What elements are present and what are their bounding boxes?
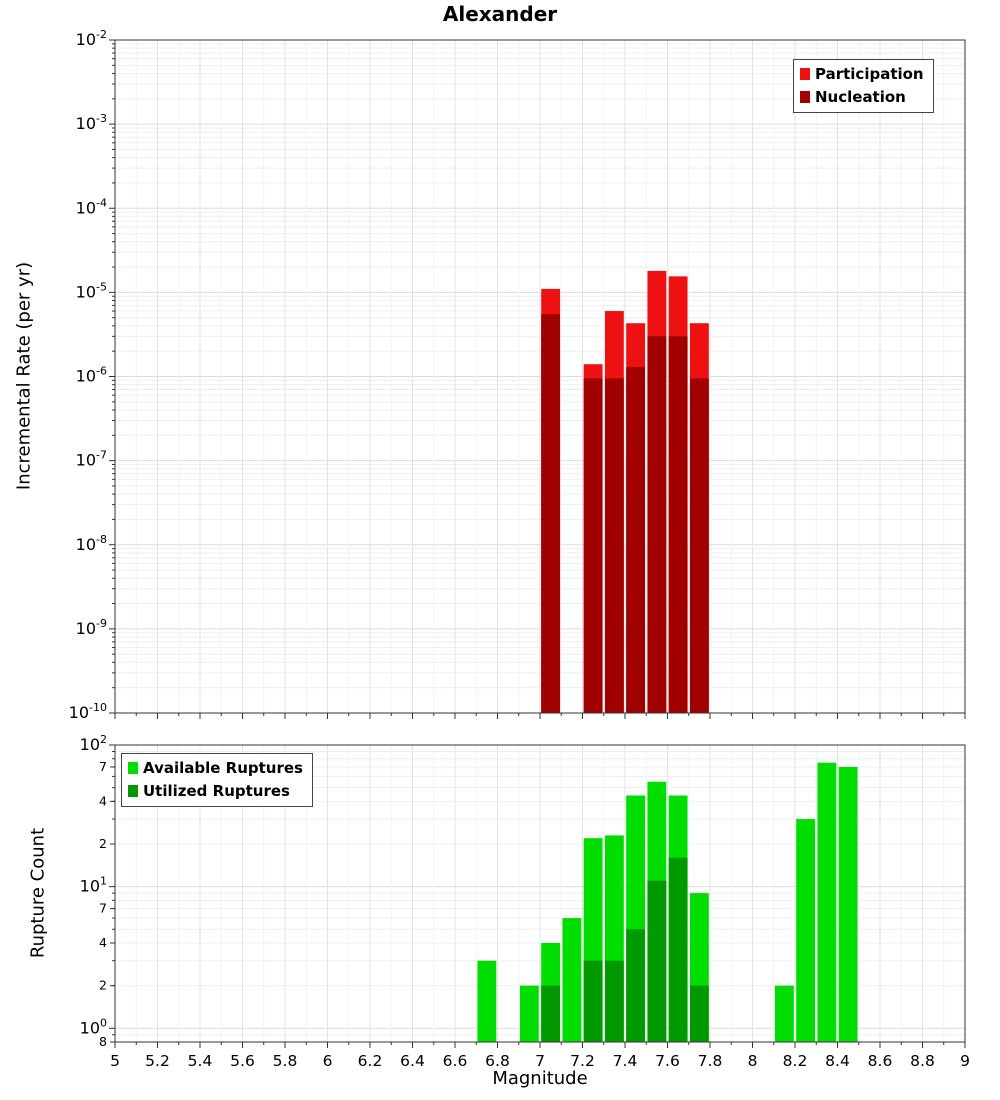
svg-text:6.8: 6.8 xyxy=(485,1052,510,1070)
svg-text:9: 9 xyxy=(960,1052,970,1070)
svg-text:5.8: 5.8 xyxy=(273,1052,298,1070)
svg-text:10-8: 10-8 xyxy=(76,533,107,554)
chart-title: Alexander xyxy=(442,2,558,26)
svg-text:10-6: 10-6 xyxy=(76,365,107,386)
svg-text:101: 101 xyxy=(80,875,107,896)
svg-text:2: 2 xyxy=(99,836,107,851)
svg-text:6.6: 6.6 xyxy=(443,1052,468,1070)
svg-text:7: 7 xyxy=(99,759,107,774)
svg-text:10-2: 10-2 xyxy=(76,28,107,49)
legend-entry-nucleation: Nucleation xyxy=(800,88,924,106)
legend-label-nucleation: Nucleation xyxy=(815,88,906,106)
svg-text:100: 100 xyxy=(80,1016,107,1037)
svg-text:5.6: 5.6 xyxy=(230,1052,255,1070)
nucleation-swatch-icon xyxy=(800,91,810,103)
legend-label-participation: Participation xyxy=(815,65,924,83)
y-axis-label-count: Rupture Count xyxy=(27,827,49,959)
svg-text:2: 2 xyxy=(99,978,107,993)
utilized-ruptures-swatch-icon xyxy=(128,785,138,797)
svg-text:10-5: 10-5 xyxy=(76,280,107,301)
svg-text:6: 6 xyxy=(323,1052,333,1070)
svg-text:7.2: 7.2 xyxy=(570,1052,595,1070)
svg-text:10-3: 10-3 xyxy=(76,112,107,133)
legend-rate-chart: Participation Nucleation xyxy=(793,59,934,113)
svg-text:6.4: 6.4 xyxy=(400,1052,425,1070)
svg-text:8.2: 8.2 xyxy=(783,1052,808,1070)
svg-text:5: 5 xyxy=(110,1052,120,1070)
svg-text:8: 8 xyxy=(99,1034,107,1049)
svg-text:8: 8 xyxy=(748,1052,758,1070)
svg-text:5.4: 5.4 xyxy=(188,1052,213,1070)
x-axis-label-magnitude: Magnitude xyxy=(492,1068,588,1089)
svg-text:10-9: 10-9 xyxy=(76,617,107,638)
legend-entry-utilized-ruptures: Utilized Ruptures xyxy=(128,782,303,800)
svg-text:4: 4 xyxy=(99,793,107,808)
legend-count-chart: Available Ruptures Utilized Ruptures xyxy=(121,753,313,807)
svg-text:7: 7 xyxy=(99,901,107,916)
legend-entry-participation: Participation xyxy=(800,65,924,83)
legend-entry-available-ruptures: Available Ruptures xyxy=(128,759,303,777)
svg-text:6.2: 6.2 xyxy=(358,1052,383,1070)
svg-text:102: 102 xyxy=(80,733,107,754)
y-axis-label-rate: Incremental Rate (per yr) xyxy=(13,261,35,491)
svg-text:10-7: 10-7 xyxy=(76,449,107,470)
svg-text:7.6: 7.6 xyxy=(655,1052,680,1070)
svg-text:8.4: 8.4 xyxy=(825,1052,850,1070)
svg-text:10-10: 10-10 xyxy=(69,701,107,722)
svg-text:10-4: 10-4 xyxy=(76,196,107,217)
participation-swatch-icon xyxy=(800,68,810,80)
legend-label-utilized-ruptures: Utilized Ruptures xyxy=(143,782,290,800)
svg-text:7: 7 xyxy=(535,1052,545,1070)
svg-text:7.4: 7.4 xyxy=(613,1052,638,1070)
svg-text:5.2: 5.2 xyxy=(145,1052,170,1070)
svg-text:4: 4 xyxy=(99,935,107,950)
legend-label-available-ruptures: Available Ruptures xyxy=(143,759,303,777)
available-ruptures-swatch-icon xyxy=(128,762,138,774)
svg-text:8.8: 8.8 xyxy=(910,1052,935,1070)
svg-text:7.8: 7.8 xyxy=(698,1052,723,1070)
svg-text:8.6: 8.6 xyxy=(868,1052,893,1070)
